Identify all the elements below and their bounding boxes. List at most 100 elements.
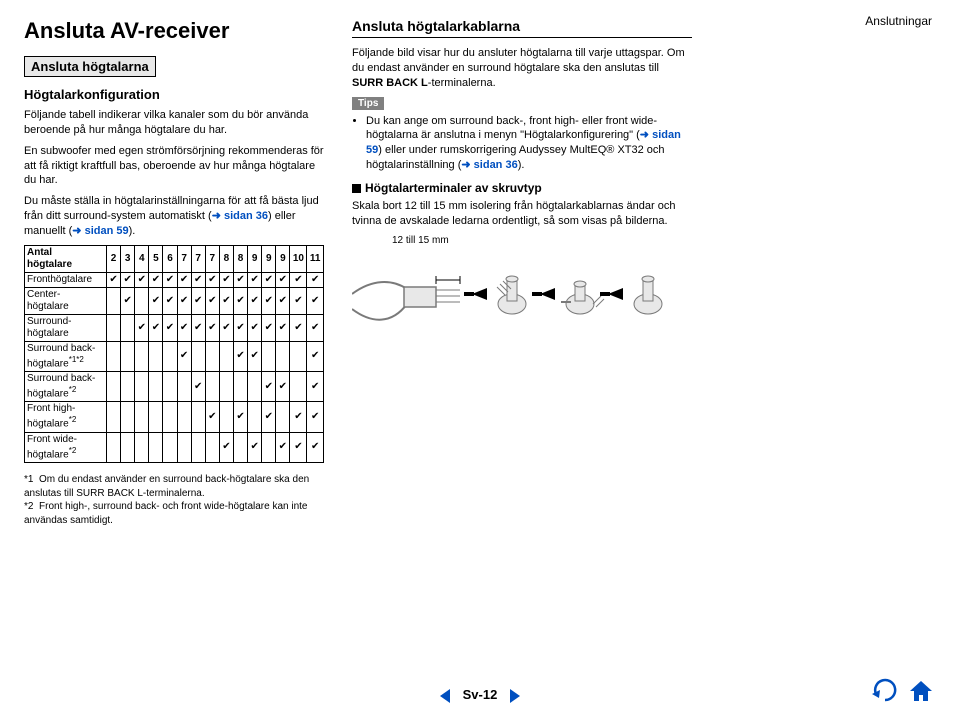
- table-row: Surround back-högtalare*1*2✔✔✔✔: [25, 341, 324, 371]
- table-cell: ✔: [276, 372, 290, 402]
- table-row: Front high-högtalare*2✔✔✔✔✔: [25, 402, 324, 432]
- table-cell: ✔: [262, 272, 276, 287]
- page-number: Sv-12: [463, 687, 498, 702]
- table-row-label: Surround back-högtalare*2: [25, 372, 107, 402]
- table-col-header: 2: [107, 245, 121, 272]
- table-cell: ✔: [219, 272, 233, 287]
- table-col-header: 8: [233, 245, 247, 272]
- subheading-config: Högtalarkonfiguration: [24, 87, 324, 102]
- table-cell: ✔: [191, 314, 205, 341]
- tip-item: Du kan ange om surround back-, front hig…: [366, 114, 692, 173]
- page-footer: Sv-12: [0, 687, 960, 702]
- table-row: Front wide-högtalare*2✔✔✔✔✔: [25, 432, 324, 462]
- footnotes: *1 Om du endast använder en surround bac…: [24, 473, 324, 527]
- table-cell: ✔: [248, 272, 262, 287]
- table-cell: [191, 432, 205, 462]
- table-cell: ✔: [276, 314, 290, 341]
- table-row-label: Fronthögtalare: [25, 272, 107, 287]
- footnote-text: Om du endast använder en surround back-h…: [24, 474, 309, 499]
- table-cell: [107, 372, 121, 402]
- table-cell: ✔: [262, 372, 276, 402]
- table-cell: ✔: [233, 402, 247, 432]
- table-cell: [219, 372, 233, 402]
- table-cell: ✔: [262, 314, 276, 341]
- table-cell: [290, 341, 307, 371]
- table-cell: ✔: [307, 372, 324, 402]
- table-cell: [276, 402, 290, 432]
- link-page-59[interactable]: sidan 59: [85, 225, 129, 237]
- link-page-36[interactable]: sidan 36: [224, 210, 268, 222]
- table-row: Fronthögtalare✔✔✔✔✔✔✔✔✔✔✔✔✔✔✔: [25, 272, 324, 287]
- table-cell: ✔: [219, 287, 233, 314]
- table-cell: [121, 372, 135, 402]
- table-col-header: 11: [307, 245, 324, 272]
- arrow-icon: ➜: [461, 159, 473, 171]
- table-cell: [163, 402, 177, 432]
- table-cell: [248, 402, 262, 432]
- table-col-header: 7: [177, 245, 191, 272]
- table-col-header: 9: [248, 245, 262, 272]
- text-fragment: ).: [129, 225, 136, 237]
- table-cell: ✔: [233, 341, 247, 371]
- table-cell: [177, 372, 191, 402]
- text-bold: SURR BACK L: [352, 77, 428, 89]
- table-cell: ✔: [307, 287, 324, 314]
- table-cell: ✔: [290, 402, 307, 432]
- home-icon[interactable]: [908, 678, 934, 704]
- diagram-label: 12 till 15 mm: [392, 235, 692, 246]
- table-cell: [135, 372, 149, 402]
- table-cell: ✔: [248, 287, 262, 314]
- link-page-36[interactable]: sidan 36: [474, 159, 518, 171]
- table-cell: ✔: [163, 314, 177, 341]
- text-fragment: Följande bild visar hur du ansluter högt…: [352, 47, 685, 74]
- column-left: Ansluta AV-receiver Ansluta högtalarna H…: [24, 18, 324, 527]
- prev-page-icon[interactable]: [440, 689, 450, 703]
- table-cell: ✔: [248, 341, 262, 371]
- table-cell: [121, 432, 135, 462]
- table-cell: [121, 402, 135, 432]
- table-cell: ✔: [205, 272, 219, 287]
- table-cell: ✔: [121, 272, 135, 287]
- table-col-header: 5: [149, 245, 163, 272]
- table-cell: ✔: [135, 314, 149, 341]
- content-columns: Ansluta AV-receiver Ansluta högtalarna H…: [24, 18, 936, 527]
- table-cell: ✔: [107, 272, 121, 287]
- next-page-icon[interactable]: [510, 689, 520, 703]
- table-col-header: 7: [191, 245, 205, 272]
- table-cell: ✔: [290, 287, 307, 314]
- table-cell: ✔: [248, 314, 262, 341]
- text-fragment: Högtalarterminaler av skruvtyp: [365, 181, 542, 195]
- table-cell: ✔: [149, 314, 163, 341]
- table-col-header: 9: [262, 245, 276, 272]
- back-icon[interactable]: [872, 678, 898, 704]
- arrow-icon: ➜: [72, 225, 84, 237]
- table-cell: [163, 432, 177, 462]
- table-cell: [107, 402, 121, 432]
- table-cell: [219, 341, 233, 371]
- table-cell: [135, 287, 149, 314]
- table-cell: [233, 372, 247, 402]
- table-cell: ✔: [205, 314, 219, 341]
- table-cell: ✔: [276, 287, 290, 314]
- section-title-cables: Ansluta högtalarkablarna: [352, 18, 692, 38]
- text-fragment: -terminalerna.: [428, 77, 496, 89]
- table-cell: ✔: [121, 287, 135, 314]
- table-cell: ✔: [177, 272, 191, 287]
- table-cell: [135, 432, 149, 462]
- table-cell: ✔: [219, 432, 233, 462]
- table-cell: ✔: [149, 272, 163, 287]
- table-row: Surround-högtalare✔✔✔✔✔✔✔✔✔✔✔✔✔: [25, 314, 324, 341]
- table-row-label: Front high-högtalare*2: [25, 402, 107, 432]
- table-cell: ✔: [149, 287, 163, 314]
- table-cell: ✔: [276, 272, 290, 287]
- table-cell: ✔: [290, 272, 307, 287]
- table-cell: [262, 341, 276, 371]
- tips-label: Tips: [352, 97, 384, 110]
- table-cell: ✔: [290, 314, 307, 341]
- footnote-marker: *1: [24, 474, 33, 485]
- table-cell: ✔: [191, 272, 205, 287]
- tips-list: Du kan ange om surround back-, front hig…: [352, 114, 692, 173]
- table-cell: ✔: [163, 287, 177, 314]
- table-cell: [149, 341, 163, 371]
- table-cell: [163, 372, 177, 402]
